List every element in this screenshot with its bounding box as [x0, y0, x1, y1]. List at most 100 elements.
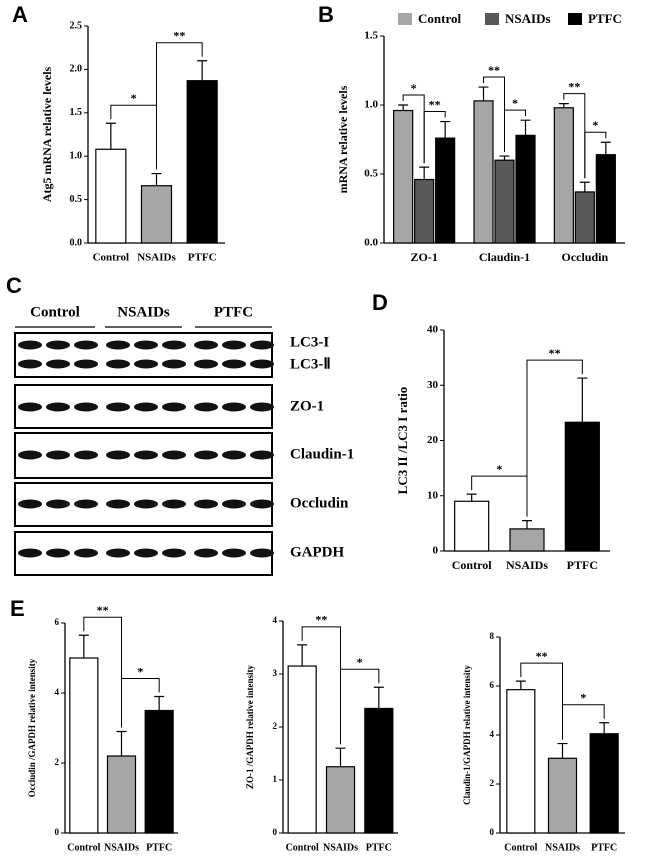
- significance-label: *: [137, 664, 143, 678]
- y-tick-label: 1.0: [364, 99, 378, 111]
- bar: [509, 528, 545, 552]
- error-bar: [557, 742, 568, 759]
- y-tick-label: 10: [427, 489, 439, 501]
- blot-band: [250, 499, 274, 509]
- bar: [589, 733, 619, 834]
- y-tick-label: 1.0: [70, 150, 83, 161]
- significance-bracket: [584, 131, 607, 179]
- blot-band: [74, 499, 98, 509]
- blot-band: [250, 359, 274, 369]
- x-tick-label: NSAIDs: [545, 842, 580, 853]
- panel-letter: B: [318, 2, 334, 27]
- bar: [287, 665, 317, 834]
- y-tick-label: 2: [490, 778, 495, 788]
- error-bar: [78, 634, 89, 658]
- lane-group-label: NSAIDs: [117, 304, 170, 320]
- error-bar: [499, 155, 510, 161]
- legend-swatch: [398, 13, 412, 25]
- lane-group-label: PTFC: [214, 304, 253, 320]
- bar: [473, 100, 494, 244]
- blot-band: [74, 402, 98, 412]
- blot-band: [74, 450, 98, 460]
- blot-band: [46, 402, 70, 412]
- bar: [574, 191, 595, 244]
- band-label: LC3-I: [290, 334, 329, 350]
- y-tick-label: 8: [490, 631, 495, 641]
- y-tick-label: 2: [55, 757, 60, 767]
- error-bar: [373, 686, 384, 709]
- x-tick-label: PTFC: [188, 252, 217, 264]
- blot-band: [162, 402, 186, 412]
- x-tick-label: NSAIDs: [137, 252, 176, 264]
- blot-band: [194, 499, 218, 509]
- blot-band: [222, 499, 246, 509]
- y-tick-label: 4: [55, 687, 60, 697]
- significance-label: **: [97, 603, 109, 617]
- blot-band: [106, 450, 130, 460]
- blot-band: [222, 402, 246, 412]
- blot-band: [134, 340, 158, 350]
- blot-band: [162, 548, 186, 558]
- y-axis-label: Occludin /GAPDH relative intensity: [27, 658, 37, 797]
- bar: [435, 137, 456, 244]
- blot-band: [162, 499, 186, 509]
- bar: [106, 755, 137, 834]
- significance-bracket: [121, 678, 160, 728]
- blot-band: [106, 499, 130, 509]
- significance-bracket: [423, 111, 446, 164]
- blot-band: [194, 548, 218, 558]
- bar: [414, 178, 435, 244]
- significance-bracket: [504, 109, 526, 153]
- significance-label: *: [131, 91, 137, 105]
- x-tick-label: PTFC: [591, 842, 617, 853]
- error-bar: [466, 493, 477, 502]
- blot-band: [162, 359, 186, 369]
- x-tick-label: Control: [504, 842, 537, 853]
- blot-band: [46, 499, 70, 509]
- bar: [140, 185, 173, 244]
- blot-strip: [14, 332, 273, 378]
- y-tick-label: 40: [427, 324, 439, 336]
- y-axis-label: ZO-1 /GAPDH relative intensity: [245, 664, 255, 789]
- panel-letter: C: [6, 273, 22, 298]
- x-tick-label: Control: [93, 252, 129, 264]
- blot-band: [106, 340, 130, 350]
- significance-bracket: [83, 616, 122, 728]
- significance-label: **: [549, 346, 561, 360]
- panel-letter: E: [10, 596, 25, 621]
- y-tick-label: 1.5: [364, 30, 378, 42]
- blot-band: [74, 359, 98, 369]
- error-bar: [105, 122, 116, 150]
- significance-label: **: [315, 613, 327, 627]
- error-bar: [515, 680, 526, 690]
- bar: [454, 500, 490, 552]
- blot-band: [46, 340, 70, 350]
- error-bar: [151, 172, 162, 186]
- y-axis-label: mRNA relative levels: [336, 85, 350, 193]
- y-tick-label: 6: [55, 617, 60, 627]
- x-tick-label: NSAIDs: [104, 842, 139, 853]
- blot-band: [46, 359, 70, 369]
- y-tick-label: 3: [273, 668, 278, 678]
- panel-letter: D: [372, 290, 388, 315]
- x-tick-label: NSAIDs: [506, 558, 548, 572]
- error-bar: [522, 520, 532, 529]
- blot-band: [106, 548, 130, 558]
- y-tick-label: 2.5: [70, 20, 83, 31]
- error-bar: [154, 695, 165, 711]
- error-bar: [520, 119, 531, 136]
- error-bar: [478, 86, 489, 101]
- error-bar: [297, 644, 308, 667]
- blot-band: [194, 402, 218, 412]
- error-bar: [579, 181, 590, 192]
- x-tick-label: Control: [286, 842, 319, 853]
- significance-label: *: [512, 96, 518, 110]
- blot-band: [250, 340, 274, 350]
- significance-label: *: [580, 691, 586, 705]
- x-tick-label: Occludin: [561, 250, 608, 264]
- blot-band: [18, 359, 42, 369]
- blot-band: [194, 359, 218, 369]
- significance-bracket: [520, 662, 563, 740]
- legend-label: NSAIDs: [505, 11, 551, 26]
